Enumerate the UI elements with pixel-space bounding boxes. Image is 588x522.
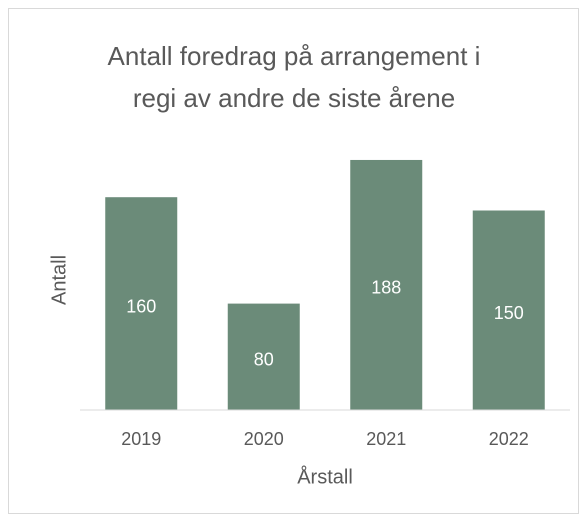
chart-title: regi av andre de siste årene xyxy=(133,83,455,113)
data-label: 188 xyxy=(371,278,401,298)
data-label: 160 xyxy=(126,296,156,316)
x-axis-label: Årstall xyxy=(297,465,353,488)
bar xyxy=(350,159,423,410)
data-label: 80 xyxy=(254,350,274,370)
data-label: 150 xyxy=(494,303,524,323)
bar xyxy=(105,197,178,410)
x-tick-label: 2019 xyxy=(121,429,161,449)
x-tick-label: 2020 xyxy=(244,429,284,449)
chart-title: Antall foredrag på arrangement i xyxy=(108,41,481,71)
bar xyxy=(227,303,300,410)
y-axis-label: Antall xyxy=(48,255,70,305)
x-tick-label: 2022 xyxy=(489,429,529,449)
x-tick-label: 2021 xyxy=(366,429,406,449)
bar xyxy=(472,210,545,410)
